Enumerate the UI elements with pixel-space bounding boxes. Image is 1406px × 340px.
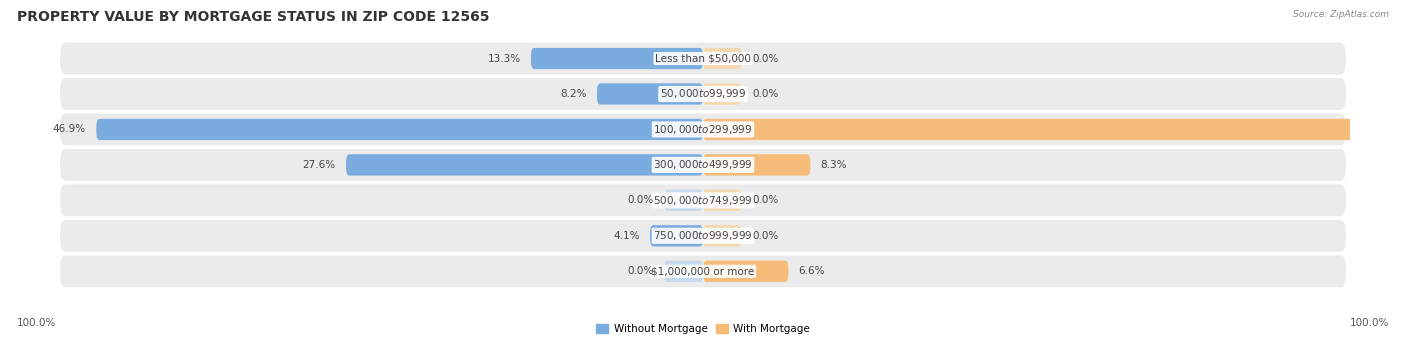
Text: PROPERTY VALUE BY MORTGAGE STATUS IN ZIP CODE 12565: PROPERTY VALUE BY MORTGAGE STATUS IN ZIP… <box>17 10 489 24</box>
FancyBboxPatch shape <box>60 149 1346 181</box>
FancyBboxPatch shape <box>650 225 703 246</box>
Text: 100.0%: 100.0% <box>1350 318 1389 328</box>
FancyBboxPatch shape <box>60 255 1346 287</box>
FancyBboxPatch shape <box>60 42 1346 74</box>
Text: $300,000 to $499,999: $300,000 to $499,999 <box>654 158 752 171</box>
Legend: Without Mortgage, With Mortgage: Without Mortgage, With Mortgage <box>592 320 814 338</box>
Text: 27.6%: 27.6% <box>302 160 336 170</box>
FancyBboxPatch shape <box>60 114 1346 146</box>
FancyBboxPatch shape <box>531 48 703 69</box>
FancyBboxPatch shape <box>598 83 703 105</box>
Text: $500,000 to $749,999: $500,000 to $749,999 <box>654 194 752 207</box>
Text: $100,000 to $299,999: $100,000 to $299,999 <box>654 123 752 136</box>
Text: 8.3%: 8.3% <box>821 160 848 170</box>
Text: Source: ZipAtlas.com: Source: ZipAtlas.com <box>1294 10 1389 19</box>
FancyBboxPatch shape <box>60 220 1346 252</box>
FancyBboxPatch shape <box>703 83 742 105</box>
FancyBboxPatch shape <box>664 190 703 211</box>
Text: 6.6%: 6.6% <box>799 266 825 276</box>
FancyBboxPatch shape <box>346 154 703 175</box>
FancyBboxPatch shape <box>60 184 1346 216</box>
FancyBboxPatch shape <box>664 261 703 282</box>
Text: $750,000 to $999,999: $750,000 to $999,999 <box>654 229 752 242</box>
FancyBboxPatch shape <box>703 119 1406 140</box>
Text: 46.9%: 46.9% <box>53 124 86 134</box>
FancyBboxPatch shape <box>703 190 742 211</box>
FancyBboxPatch shape <box>703 225 742 246</box>
FancyBboxPatch shape <box>97 119 703 140</box>
Text: $1,000,000 or more: $1,000,000 or more <box>651 266 755 276</box>
Text: 0.0%: 0.0% <box>752 195 779 205</box>
FancyBboxPatch shape <box>703 261 789 282</box>
Text: 8.2%: 8.2% <box>560 89 586 99</box>
Text: 100.0%: 100.0% <box>17 318 56 328</box>
FancyBboxPatch shape <box>60 78 1346 110</box>
Text: Less than $50,000: Less than $50,000 <box>655 53 751 64</box>
Text: $50,000 to $99,999: $50,000 to $99,999 <box>659 87 747 101</box>
Text: 13.3%: 13.3% <box>488 53 520 64</box>
Text: 0.0%: 0.0% <box>752 89 779 99</box>
FancyBboxPatch shape <box>703 48 742 69</box>
FancyBboxPatch shape <box>703 154 810 175</box>
Text: 0.0%: 0.0% <box>627 195 654 205</box>
Text: 0.0%: 0.0% <box>752 53 779 64</box>
Text: 0.0%: 0.0% <box>752 231 779 241</box>
Text: 4.1%: 4.1% <box>613 231 640 241</box>
Text: 0.0%: 0.0% <box>627 266 654 276</box>
